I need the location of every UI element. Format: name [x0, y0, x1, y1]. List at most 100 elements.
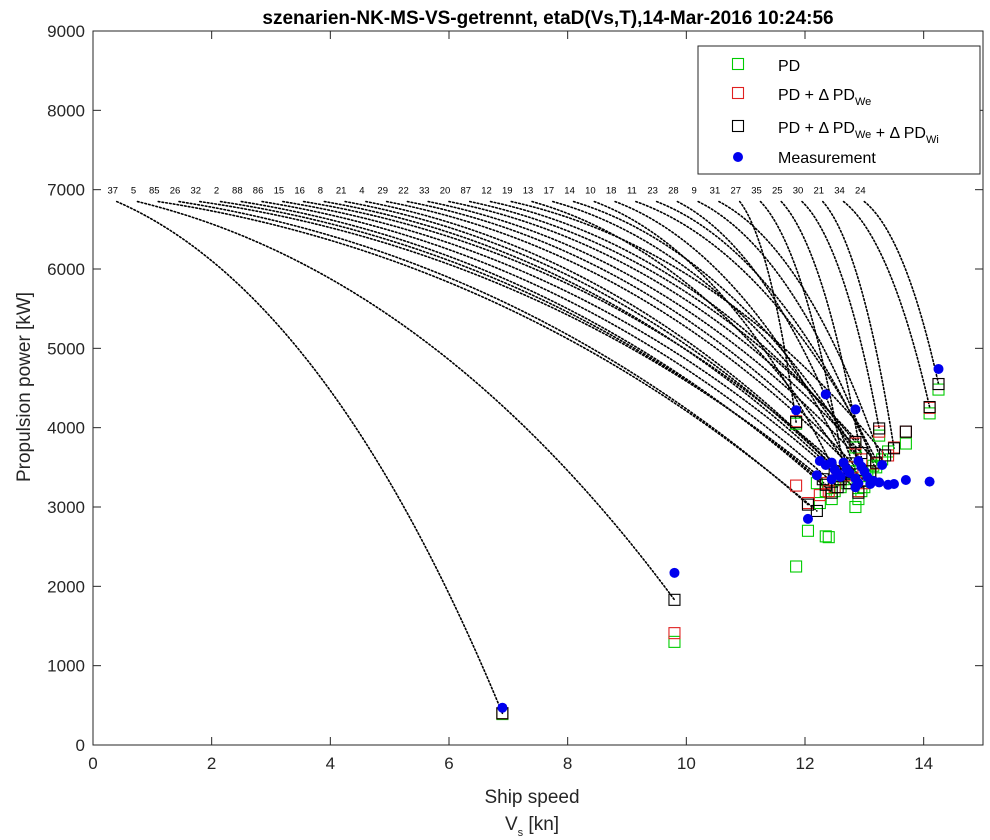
connector-line	[323, 200, 836, 473]
scenario-label: 11	[627, 186, 637, 197]
point-pd	[813, 496, 826, 510]
scenario-label: 23	[647, 186, 658, 197]
scenario-label: 26	[170, 186, 181, 197]
x-axis-label: Ship speed	[484, 787, 579, 808]
scenario-label: 9	[692, 186, 697, 197]
scenario-label: 5	[131, 186, 136, 197]
scenario-label: 21	[336, 186, 347, 197]
y-tick-label: 2000	[47, 577, 85, 596]
connector-line	[385, 200, 866, 482]
legend-label-pdwewi: PD + Δ PDWe + Δ PDWi	[778, 120, 939, 146]
x-tick-label: 10	[677, 754, 696, 773]
legend-label-pdwe: PD + Δ PDWe	[778, 87, 871, 108]
connector-line	[365, 200, 860, 494]
connector-line	[655, 200, 875, 461]
legend-marker-pdwe	[731, 86, 745, 100]
point-meas	[850, 404, 861, 415]
plot-frame	[92, 30, 984, 746]
scenario-label: 88	[232, 186, 243, 197]
point-meas	[497, 702, 508, 713]
scenario-label: 20	[440, 186, 451, 197]
connector-line	[448, 200, 863, 454]
point-pd	[668, 635, 681, 648]
scenario-label: 25	[772, 186, 783, 197]
point-pdwewi	[923, 400, 936, 414]
connector-line	[842, 200, 931, 408]
x-axis-label-units: Vs [kn]	[505, 814, 559, 839]
point-meas	[853, 455, 864, 466]
connector-line	[780, 200, 866, 477]
connector-line	[510, 200, 886, 457]
point-meas	[933, 363, 944, 374]
scenario-label: 14	[564, 186, 575, 197]
scenario-label: 15	[274, 186, 285, 197]
connector-line	[157, 200, 818, 512]
scenario-label: 87	[460, 186, 471, 197]
y-tick-label: 7000	[47, 181, 85, 200]
connector-line	[136, 200, 676, 601]
point-pd	[852, 493, 865, 506]
point-meas	[820, 389, 831, 400]
y-tick-label: 0	[76, 736, 85, 755]
connector-line	[344, 200, 851, 484]
connector-line	[718, 200, 883, 465]
point-pd	[899, 437, 912, 450]
x-tick-label: 0	[88, 754, 97, 773]
x-tick-label: 14	[914, 754, 933, 773]
point-pdwewi	[873, 422, 886, 435]
legend-label-part: We	[855, 129, 871, 141]
legend-marker-pd	[731, 57, 745, 71]
scenario-label: 29	[377, 186, 388, 197]
point-pd	[790, 560, 803, 573]
axes: 0 2 4 6 8 10 12 1401000200030004000500060007000…	[47, 22, 984, 773]
y-tick-label: 6000	[47, 260, 85, 279]
connector-lines	[115, 200, 940, 715]
connector-line	[261, 200, 839, 488]
connector-line	[759, 200, 845, 469]
point-pdwe	[790, 479, 803, 492]
legend-box	[697, 45, 981, 175]
connector-line	[863, 200, 940, 385]
point-pd	[822, 531, 835, 544]
connector-line	[531, 200, 860, 484]
x-axis-label-symbol: V	[505, 814, 518, 835]
x-axis-label-unit: [kn]	[523, 814, 559, 835]
data-points	[496, 363, 945, 721]
scenario-label: 33	[419, 186, 430, 197]
legend-label-pd: PD	[778, 58, 800, 75]
chart-title: szenarien-NK-MS-VS-getrennt, etaD(Vs,T),…	[262, 8, 833, 29]
point-pdwewi	[810, 504, 823, 518]
point-meas	[838, 457, 849, 468]
x-tick-label: 8	[563, 754, 572, 773]
y-tick-label: 1000	[47, 657, 85, 676]
legend-marker-pdwewi	[731, 119, 745, 133]
point-pdwe	[899, 425, 912, 438]
scenario-label: 28	[668, 186, 679, 197]
x-tick-label: 6	[444, 754, 453, 773]
scenario-label: 31	[710, 186, 721, 197]
point-meas	[924, 476, 935, 487]
point-meas	[835, 471, 846, 482]
legend-label-part: + Δ PD	[871, 125, 926, 142]
point-meas	[889, 478, 899, 489]
y-tick-label: 8000	[47, 101, 85, 120]
connector-line	[219, 200, 827, 486]
point-pd	[849, 500, 862, 514]
legend-label-part: PD + Δ PD	[778, 120, 855, 137]
point-pdwewi	[801, 498, 815, 511]
scenario-label: 10	[585, 186, 596, 197]
y-tick-label: 4000	[47, 419, 85, 438]
point-meas	[850, 482, 861, 493]
point-meas	[669, 567, 680, 578]
scenario-label: 30	[793, 186, 804, 197]
scenario-label: 85	[149, 186, 160, 197]
point-pd	[873, 429, 886, 442]
x-tick-label: 2	[207, 754, 216, 773]
scenario-label: 24	[855, 186, 866, 197]
connector-line	[115, 200, 504, 715]
point-pd	[801, 524, 815, 537]
point-pdwewi	[887, 442, 901, 455]
scenario-label: 13	[523, 186, 534, 197]
